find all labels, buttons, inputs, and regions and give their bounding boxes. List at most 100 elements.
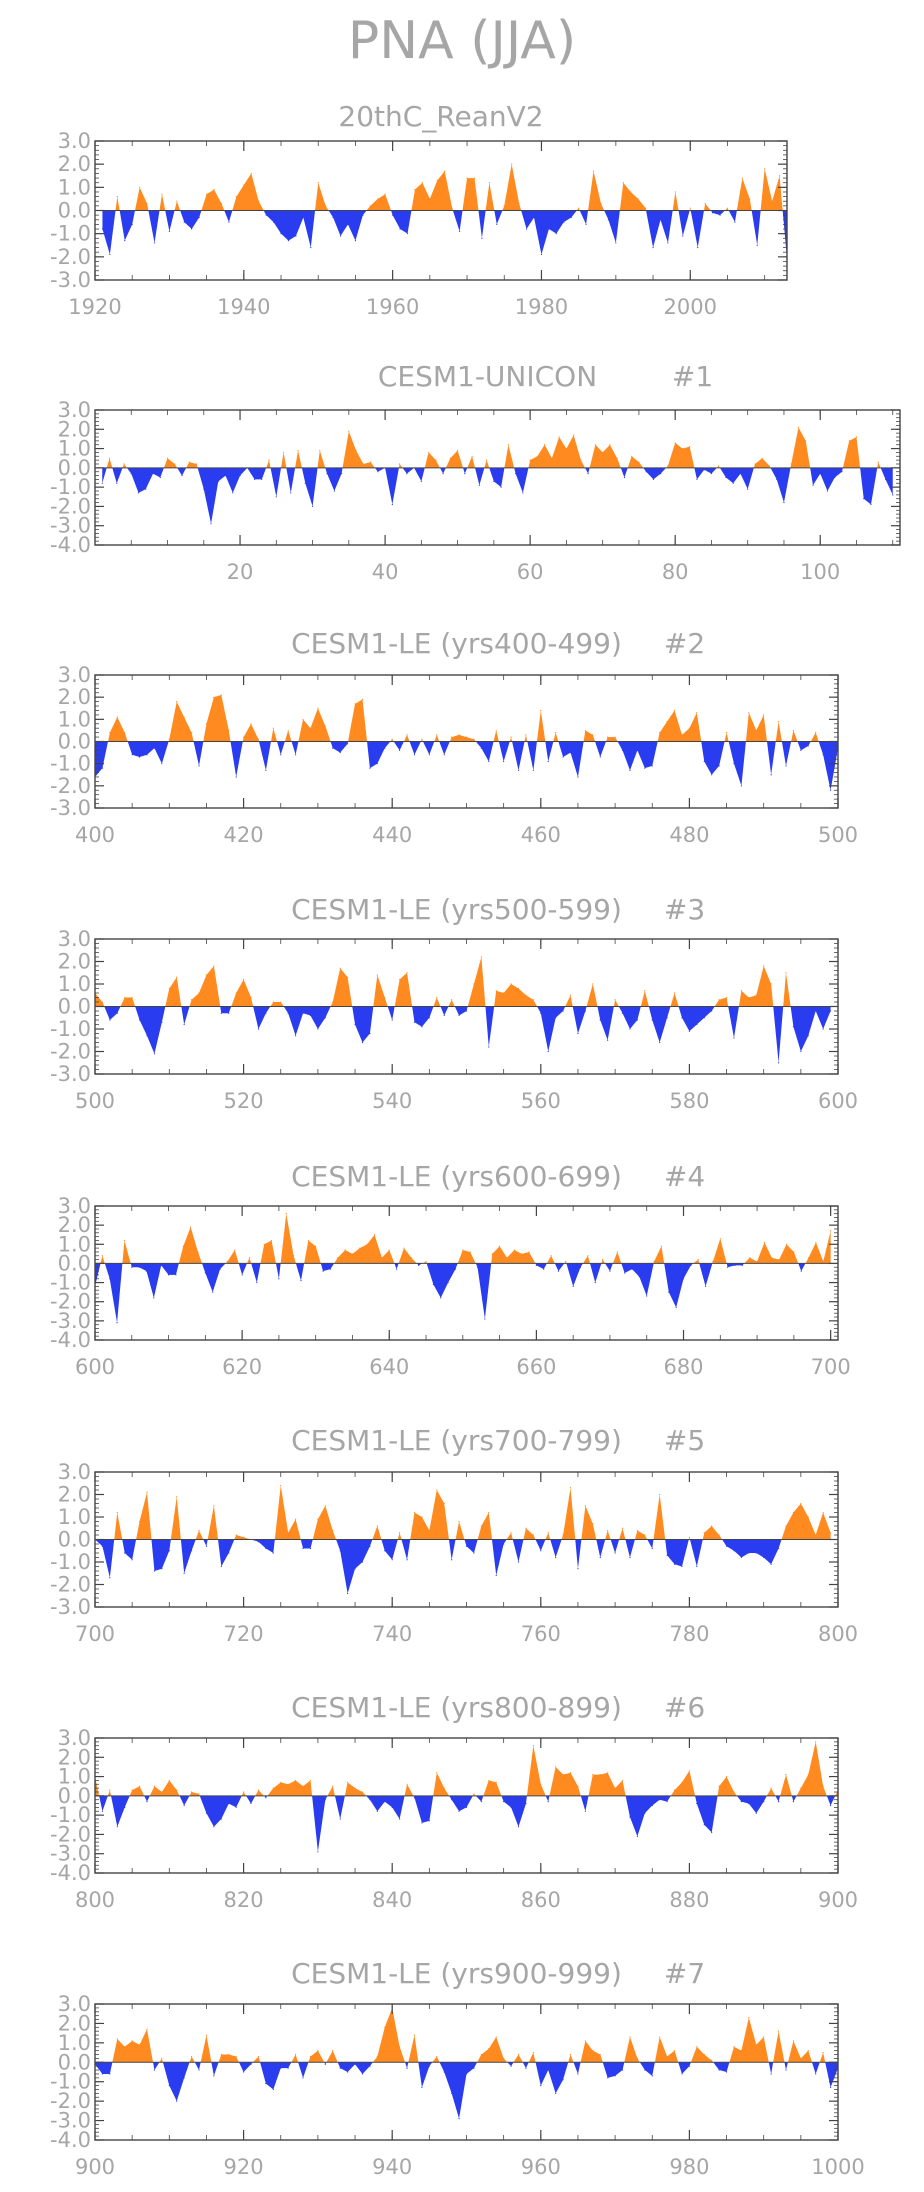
y-tick-label: -3.0 <box>50 796 91 820</box>
data-point <box>517 1561 520 1563</box>
panel-run-label: #5 <box>664 1424 705 1457</box>
data-point <box>718 465 720 467</box>
data-point <box>558 436 560 438</box>
data-point <box>413 754 416 756</box>
y-tick-label: -3.0 <box>50 268 91 292</box>
data-point <box>243 1536 245 1538</box>
data-point <box>436 996 438 999</box>
y-tick-label: 1.0 <box>58 175 91 199</box>
data-point <box>250 172 252 175</box>
data-point <box>369 1545 371 1547</box>
data-point <box>235 196 237 198</box>
panel-run-label: #1 <box>672 360 713 393</box>
data-point <box>562 1010 564 1012</box>
positive-area <box>100 1213 831 1264</box>
data-point <box>555 1766 557 1768</box>
data-point <box>651 1547 653 1550</box>
data-point <box>636 1019 638 1021</box>
data-point <box>235 1806 237 1809</box>
data-point <box>447 1281 449 1284</box>
data-point <box>807 1257 810 1259</box>
data-point <box>696 1802 698 1805</box>
data-point <box>740 1556 743 1559</box>
data-point <box>525 1527 527 1529</box>
y-tick-label: -1.0 <box>50 222 91 246</box>
data-point <box>138 1266 140 1268</box>
data-point <box>307 1239 309 1242</box>
y-tick-label: -3.0 <box>50 1842 91 1866</box>
data-point <box>109 732 111 734</box>
data-point <box>540 709 542 712</box>
data-point <box>443 754 445 756</box>
data-point <box>690 1264 692 1266</box>
data-point <box>458 1810 460 1812</box>
y-tick-label: -2.0 <box>50 1290 91 1314</box>
data-point <box>703 1824 705 1826</box>
data-point <box>495 1574 497 1577</box>
data-point <box>168 230 171 232</box>
data-point <box>495 1781 497 1783</box>
data-point <box>644 1812 646 1814</box>
data-point <box>176 1789 178 1791</box>
data-point <box>124 240 126 242</box>
data-point <box>138 1019 141 1021</box>
data-point <box>616 457 618 459</box>
data-point <box>615 242 617 244</box>
data-point <box>732 482 734 484</box>
data-point <box>153 2069 156 2071</box>
data-point <box>465 2073 468 2075</box>
data-point <box>361 1561 364 1563</box>
negative-area <box>102 210 787 260</box>
data-point <box>621 2069 624 2071</box>
data-point <box>369 205 371 207</box>
data-point <box>562 1774 564 1776</box>
y-tick-label: 3.0 <box>58 1460 91 1484</box>
y-tick-label: 3.0 <box>58 927 91 951</box>
data-point <box>637 198 639 200</box>
data-point <box>332 747 334 749</box>
data-point <box>488 760 490 763</box>
data-point <box>219 1268 221 1270</box>
panel-run-label: #4 <box>664 1160 705 1193</box>
data-point <box>607 219 610 221</box>
data-point <box>726 207 729 209</box>
data-point <box>547 760 549 763</box>
data-point <box>418 1264 420 1266</box>
data-point <box>109 2073 111 2075</box>
data-point <box>326 473 328 475</box>
data-point <box>160 1264 162 1266</box>
data-point <box>600 202 602 205</box>
panel-3: CESM1-LE (yrs400-499) #23.02.01.00.0-1.0-… <box>50 627 858 847</box>
data-point <box>131 1266 133 1268</box>
data-point <box>295 1035 297 1037</box>
data-point <box>466 177 468 179</box>
data-point <box>614 999 616 1001</box>
x-tick-label: 1940 <box>217 295 270 319</box>
data-point <box>510 983 512 985</box>
data-point <box>272 1001 274 1003</box>
data-point <box>506 1257 508 1259</box>
data-point <box>673 709 676 712</box>
data-point <box>476 1266 479 1268</box>
data-point <box>668 1291 670 1293</box>
data-point <box>362 214 364 216</box>
data-point <box>454 1268 457 1270</box>
data-point <box>711 1831 713 1834</box>
data-point <box>421 1026 423 1028</box>
data-point <box>469 1251 471 1253</box>
data-point <box>354 1568 356 1570</box>
data-point <box>614 736 616 738</box>
data-point <box>332 216 334 219</box>
data-point <box>805 440 807 442</box>
data-point <box>748 712 750 714</box>
data-point <box>495 2036 497 2038</box>
data-point <box>644 2069 646 2071</box>
data-point <box>465 1545 468 1547</box>
data-point <box>800 1787 802 1789</box>
data-point <box>748 1802 750 1805</box>
data-point <box>718 1534 720 1536</box>
y-tick-label: -1.0 <box>50 1271 91 1295</box>
data-point <box>295 2053 297 2056</box>
data-point <box>145 1270 148 1272</box>
